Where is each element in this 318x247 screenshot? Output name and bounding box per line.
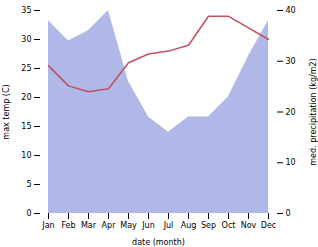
svg-text:Feb: Feb <box>61 221 75 230</box>
svg-text:Sep: Sep <box>201 221 216 230</box>
svg-text:20: 20 <box>21 93 31 102</box>
svg-text:40: 40 <box>286 6 296 15</box>
svg-text:date (month): date (month) <box>132 238 185 247</box>
svg-text:35: 35 <box>21 6 31 15</box>
svg-text:20: 20 <box>286 108 296 117</box>
svg-text:Mar: Mar <box>81 221 97 230</box>
svg-text:Jan: Jan <box>41 221 54 230</box>
svg-text:15: 15 <box>21 122 31 131</box>
svg-text:Jul: Jul <box>163 221 174 230</box>
svg-text:Dec: Dec <box>261 221 276 230</box>
svg-text:Apr: Apr <box>102 221 117 230</box>
svg-text:5: 5 <box>26 180 31 189</box>
svg-text:10: 10 <box>21 151 31 160</box>
svg-text:Jun: Jun <box>141 221 155 230</box>
svg-text:med. precipitation (kg/m2): med. precipitation (kg/m2) <box>309 58 318 165</box>
svg-text:30: 30 <box>286 57 296 66</box>
svg-text:0: 0 <box>26 209 31 218</box>
svg-text:30: 30 <box>21 35 31 44</box>
svg-text:Aug: Aug <box>181 221 197 230</box>
svg-text:25: 25 <box>21 64 31 73</box>
svg-text:May: May <box>120 221 137 230</box>
svg-text:10: 10 <box>286 158 296 167</box>
svg-text:max temp (C): max temp (C) <box>2 84 11 139</box>
svg-text:Oct: Oct <box>222 221 236 230</box>
svg-text:0: 0 <box>286 209 291 218</box>
svg-text:Nov: Nov <box>241 221 257 230</box>
